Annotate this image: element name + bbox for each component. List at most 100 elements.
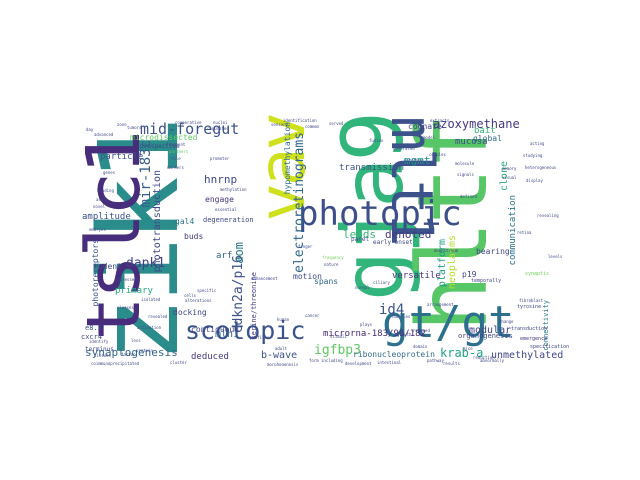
word: cancer bbox=[305, 313, 320, 318]
word: cdkn2a/p16 bbox=[231, 255, 246, 334]
word: neoplasms bbox=[447, 235, 458, 290]
word: nuclei bbox=[213, 120, 228, 125]
word: advanced bbox=[94, 132, 114, 137]
word: buds bbox=[184, 232, 204, 241]
word: results bbox=[443, 361, 460, 366]
word: revealed bbox=[148, 314, 168, 319]
word: phototransduction bbox=[152, 170, 163, 273]
word: appears bbox=[393, 118, 410, 123]
word: photoreceptors bbox=[91, 239, 100, 307]
word: display bbox=[526, 178, 543, 183]
word: defined bbox=[460, 194, 477, 199]
word: terminus bbox=[85, 346, 114, 353]
word: reduced bbox=[413, 328, 430, 333]
word: visual bbox=[502, 175, 517, 180]
word: emergence bbox=[520, 336, 548, 342]
word: contiguous bbox=[191, 325, 240, 334]
word: cluster bbox=[170, 360, 187, 365]
word: domain bbox=[413, 344, 428, 349]
word: aom bbox=[232, 242, 246, 264]
word: extracts bbox=[430, 118, 450, 123]
word: sensory bbox=[271, 122, 288, 127]
word: specification bbox=[530, 344, 569, 350]
word: p19 bbox=[462, 270, 477, 279]
word: krab-a bbox=[440, 346, 484, 360]
word: acting bbox=[530, 141, 545, 146]
word-cloud: zik1 tslc1 vav gja9 hltf mlt1 photopic g… bbox=[77, 115, 569, 366]
word: expressed bbox=[115, 277, 137, 282]
word: b-wave bbox=[261, 350, 298, 361]
word: bait bbox=[474, 126, 496, 136]
word: generated bbox=[393, 146, 415, 151]
word: normal bbox=[355, 285, 370, 290]
word: global bbox=[473, 134, 502, 143]
word: arrangement bbox=[427, 302, 454, 307]
word: model bbox=[423, 135, 436, 140]
word: mucosa bbox=[455, 137, 488, 147]
word: finger bbox=[298, 244, 313, 249]
word: cooperative bbox=[175, 120, 202, 125]
word: cells bbox=[184, 293, 197, 298]
word: degeneration bbox=[203, 216, 254, 224]
word: early-onset bbox=[373, 239, 413, 246]
word: change bbox=[499, 319, 514, 324]
word: morphogenesis bbox=[267, 362, 299, 367]
word: panel bbox=[351, 236, 370, 243]
word: regulates bbox=[207, 126, 229, 131]
word: versatile bbox=[392, 271, 441, 281]
word: studying bbox=[523, 153, 543, 158]
word: levels bbox=[548, 254, 563, 259]
word: profiles bbox=[250, 335, 270, 340]
word: primary bbox=[115, 286, 153, 296]
word: mid-foregut bbox=[140, 120, 240, 138]
word: organogenesis bbox=[458, 332, 513, 340]
word: mlh1 bbox=[215, 329, 240, 340]
word: serine/threonine bbox=[250, 272, 258, 340]
word: temporally bbox=[471, 278, 502, 284]
word: microdissected bbox=[130, 133, 198, 142]
word: genes bbox=[103, 170, 116, 175]
word: gt/gt bbox=[382, 297, 515, 348]
word: deduced bbox=[191, 352, 229, 362]
word: mice bbox=[463, 346, 473, 351]
word: cxcr4 bbox=[81, 333, 103, 341]
word: essential bbox=[215, 207, 237, 212]
word: pathway bbox=[427, 358, 444, 363]
word: synaptogenesis bbox=[85, 346, 178, 359]
word: enhancement bbox=[251, 276, 278, 281]
word: ribonucleoprotein bbox=[353, 350, 435, 359]
word: molecule bbox=[455, 161, 475, 166]
word: mlt1 bbox=[378, 116, 446, 244]
word: promoter bbox=[210, 156, 230, 161]
word: heterogeneous bbox=[525, 165, 557, 170]
word: rodent bbox=[93, 262, 122, 271]
word: fragment bbox=[166, 142, 186, 147]
word: scotopic bbox=[185, 316, 306, 345]
word: azoxymethane bbox=[433, 117, 520, 131]
word: transmission bbox=[339, 163, 405, 173]
word: fusion bbox=[369, 138, 384, 143]
word: tissues bbox=[94, 353, 111, 358]
word: modular bbox=[469, 325, 512, 336]
word: retina bbox=[517, 230, 532, 235]
word: development bbox=[345, 361, 372, 366]
word: tyrosine bbox=[517, 304, 542, 310]
word: alterations bbox=[185, 298, 212, 303]
word: isolated bbox=[141, 297, 161, 302]
word: unmethylated bbox=[491, 350, 564, 361]
word: coimmunoprecipitated bbox=[91, 361, 140, 366]
word: amplitude bbox=[82, 212, 131, 222]
word: classes bbox=[117, 305, 134, 310]
word: including bbox=[321, 358, 343, 363]
word: electroretinograms bbox=[292, 132, 307, 273]
word: docking bbox=[173, 308, 207, 317]
word: mir-183c bbox=[138, 140, 154, 208]
word: common bbox=[305, 124, 320, 129]
word: form bbox=[309, 358, 319, 363]
word: e8.5 bbox=[85, 324, 102, 332]
word: downstream bbox=[434, 248, 459, 253]
word: day bbox=[86, 127, 94, 132]
word: identification bbox=[283, 118, 317, 123]
word: prospective bbox=[140, 143, 180, 150]
word: revealing bbox=[537, 213, 559, 218]
